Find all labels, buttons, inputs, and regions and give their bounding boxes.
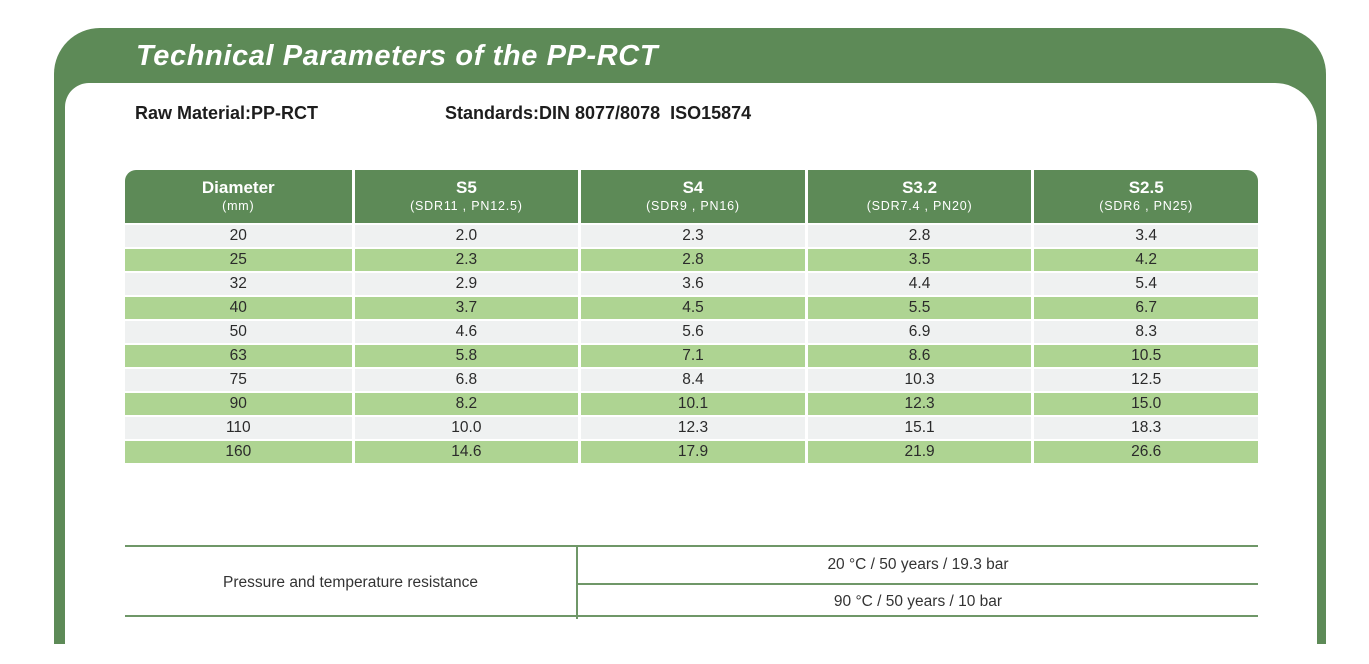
- table-cell: 160: [125, 439, 352, 463]
- column-header-sub: (SDR6 , PN25): [1099, 199, 1194, 213]
- table-cell: 32: [125, 271, 352, 295]
- table-cell: 6.7: [1031, 295, 1258, 319]
- table-cell: 110: [125, 415, 352, 439]
- column-header-label: S5: [455, 178, 477, 197]
- column-header: S2.5 (SDR6 , PN25): [1031, 170, 1258, 223]
- column-header-sub: (mm): [222, 199, 255, 213]
- table-cell: 7.1: [578, 343, 805, 367]
- pipe-dimensions-table: Diameter (mm) S5 (SDR11 , PN12.5) S4 (SDR9 , …: [125, 170, 1258, 463]
- pipe-table-header-row: Diameter (mm) S5 (SDR11 , PN12.5) S4 (SDR9 , …: [125, 170, 1258, 223]
- column-header-label: Diameter: [201, 178, 275, 197]
- resistance-row-label: Pressure and temperature resistance: [125, 547, 578, 619]
- table-cell: 50: [125, 319, 352, 343]
- table-cell: 5.5: [804, 295, 1032, 319]
- raw-material-label: Raw Material:PP-RCT: [135, 103, 319, 123]
- table-cell: 2.8: [804, 223, 1032, 247]
- column-header-sub: (SDR9 , PN16): [646, 199, 740, 213]
- table-cell: 3.6: [578, 271, 805, 295]
- pipe-table-body: 20 2.0 2.3 2.8 3.4 25 2.3 2.8 3.5 4.2 32 2.9 3.6 4.4 5…: [125, 223, 1258, 463]
- table-cell: 5.4: [1031, 271, 1258, 295]
- table-cell: 4.6: [351, 319, 579, 343]
- column-header-sub: (SDR7.4 , PN20): [866, 199, 973, 213]
- table-row: 40 3.7 4.5 5.5 6.7: [125, 295, 1258, 319]
- table-cell: 2.3: [578, 223, 805, 247]
- table-cell: 2.3: [351, 247, 579, 271]
- table-cell: 26.6: [1031, 439, 1258, 463]
- table-cell: 2.9: [351, 271, 579, 295]
- table-row: 75 6.8 8.4 10.3 12.5: [125, 367, 1258, 391]
- table-row: 90 8.2 10.1 12.3 15.0: [125, 391, 1258, 415]
- table-cell: 17.9: [578, 439, 805, 463]
- table-cell: 8.2: [351, 391, 579, 415]
- column-header: Diameter (mm): [125, 170, 352, 223]
- table-cell: 2.0: [351, 223, 579, 247]
- resistance-value-20c: 20 °C / 50 years / 19.3 bar: [827, 556, 1009, 573]
- table-cell: 21.9: [804, 439, 1032, 463]
- table-cell: 18.3: [1031, 415, 1258, 439]
- table-row: 20 2.0 2.3 2.8 3.4: [125, 223, 1258, 247]
- table-row: 50 4.6 5.6 6.9 8.3: [125, 319, 1258, 343]
- table-cell: 6.9: [804, 319, 1032, 343]
- resistance-value-90c: 90 °C / 50 years / 10 bar: [578, 583, 1258, 619]
- table-cell: 12.3: [804, 391, 1032, 415]
- table-cell: 10.5: [1031, 343, 1258, 367]
- table-cell: 2.8: [578, 247, 805, 271]
- table-cell: 8.6: [804, 343, 1032, 367]
- table-cell: 20: [125, 223, 352, 247]
- meta-row: Raw Material:PP-RCT Standards:DIN 8077/8…: [0, 101, 1369, 129]
- table-cell: 3.4: [1031, 223, 1258, 247]
- table-row: 63 5.8 7.1 8.6 10.5: [125, 343, 1258, 367]
- table-cell: 4.5: [578, 295, 805, 319]
- column-header: S4 (SDR9 , PN16): [578, 170, 805, 223]
- pipe-dimensions-table-wrap: Diameter (mm) S5 (SDR11 , PN12.5) S4 (SDR9 , …: [125, 170, 1258, 463]
- table-cell: 3.7: [351, 295, 579, 319]
- table-cell: 8.3: [1031, 319, 1258, 343]
- table-cell: 25: [125, 247, 352, 271]
- table-cell: 15.0: [1031, 391, 1258, 415]
- table-cell: 14.6: [351, 439, 579, 463]
- table-cell: 15.1: [804, 415, 1032, 439]
- table-row: 160 14.6 17.9 21.9 26.6: [125, 439, 1258, 463]
- table-cell: 12.3: [578, 415, 805, 439]
- table-cell: 8.4: [578, 367, 805, 391]
- column-header-label: S4: [682, 178, 704, 197]
- table-cell: 5.8: [351, 343, 579, 367]
- column-header-label: S3.2: [902, 178, 938, 197]
- page-title: Technical Parameters of the PP-RCT: [136, 40, 659, 72]
- table-cell: 75: [125, 367, 352, 391]
- table-cell: 4.2: [1031, 247, 1258, 271]
- pressure-resistance-table: Pressure and temperature resistance 20 °…: [125, 545, 1258, 619]
- column-header: S5 (SDR11 , PN12.5): [351, 170, 579, 223]
- table-cell: 90: [125, 391, 352, 415]
- table-row: 25 2.3 2.8 3.5 4.2: [125, 247, 1258, 271]
- column-header: S3.2 (SDR7.4 , PN20): [804, 170, 1032, 223]
- table-cell: 10.1: [578, 391, 805, 415]
- column-header-label: S2.5: [1128, 178, 1164, 197]
- table-cell: 40: [125, 295, 352, 319]
- table-row: 110 10.0 12.3 15.1 18.3: [125, 415, 1258, 439]
- table-cell: 4.4: [804, 271, 1032, 295]
- pipe-table-head: Diameter (mm) S5 (SDR11 , PN12.5) S4 (SDR9 , …: [125, 170, 1258, 223]
- table-cell: 10.0: [351, 415, 579, 439]
- table-cell: 63: [125, 343, 352, 367]
- table-cell: 3.5: [804, 247, 1032, 271]
- table-cell: 12.5: [1031, 367, 1258, 391]
- table-cell: 5.6: [578, 319, 805, 343]
- column-header-sub: (SDR11 , PN12.5): [410, 199, 523, 213]
- standards-label: Standards:DIN 8077/8078 ISO15874: [445, 103, 752, 123]
- table-cell: 10.3: [804, 367, 1032, 391]
- table-row: 32 2.9 3.6 4.4 5.4: [125, 271, 1258, 295]
- table-cell: 6.8: [351, 367, 579, 391]
